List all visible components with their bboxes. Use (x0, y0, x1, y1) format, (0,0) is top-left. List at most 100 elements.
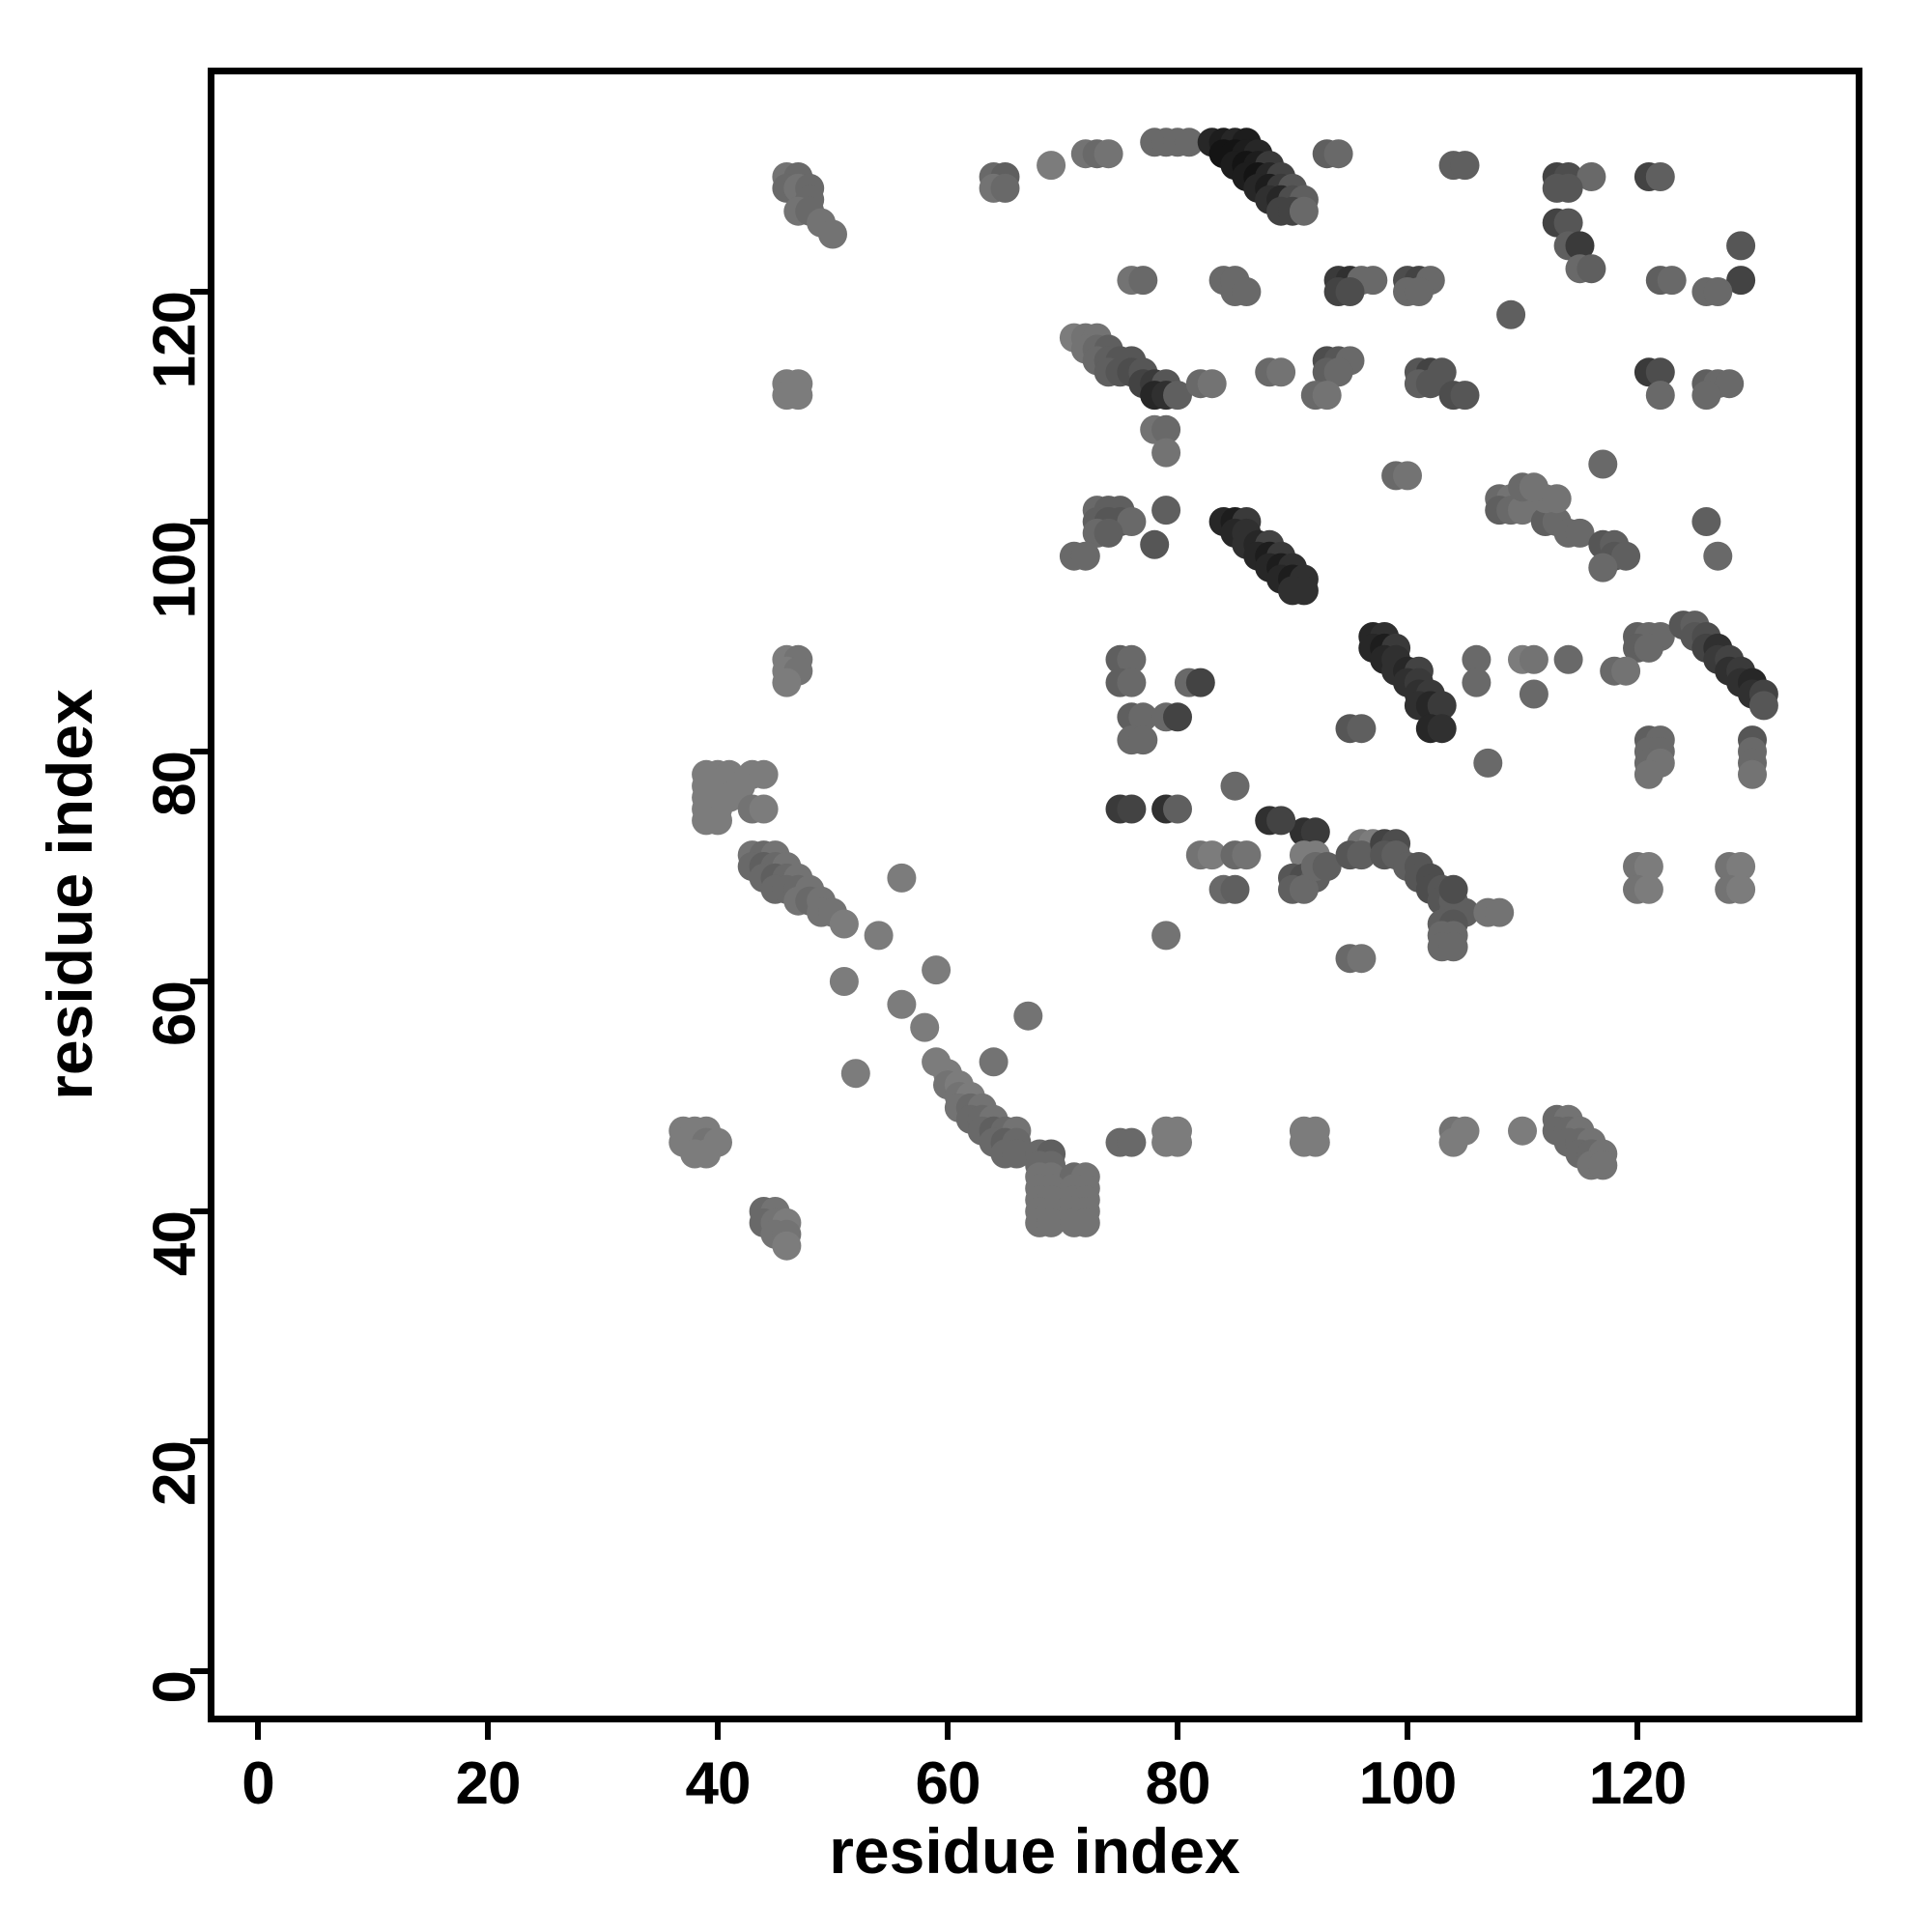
scatter-point (1289, 576, 1319, 606)
scatter-point (1347, 840, 1377, 870)
scatter-point (1151, 438, 1181, 468)
scatter-point (1185, 668, 1215, 697)
y-tick-label: 120 (141, 292, 209, 389)
scatter-point (1748, 691, 1778, 721)
scatter-point (1588, 553, 1618, 582)
scatter-point (1347, 944, 1377, 974)
scatter-point (1634, 852, 1663, 881)
scatter-point (864, 921, 894, 951)
scatter-point (1427, 691, 1457, 721)
scatter-point (1174, 128, 1204, 157)
scatter-point (1300, 1127, 1330, 1157)
scatter-point (783, 381, 813, 411)
scatter-point (910, 1012, 940, 1042)
x-tick-mark (1634, 1722, 1640, 1740)
scatter-point (1473, 748, 1503, 778)
scatter-point (1335, 277, 1365, 306)
scatter-point (1197, 369, 1227, 399)
scatter-points-layer (668, 128, 1778, 1261)
scatter-point (1163, 1127, 1192, 1157)
scatter-point (772, 1231, 802, 1261)
scatter-point (1691, 507, 1721, 536)
scatter-point (1485, 897, 1515, 927)
scatter-point (1427, 714, 1457, 744)
scatter-point (1347, 714, 1377, 744)
scatter-point (1232, 277, 1262, 306)
scatter-point (1037, 1208, 1066, 1237)
scatter-point (1163, 794, 1192, 824)
scatter-point (818, 219, 847, 249)
x-tick-mark (1405, 1722, 1410, 1740)
scatter-point (1117, 794, 1147, 824)
scatter-point (1094, 518, 1123, 548)
scatter-point (1542, 484, 1572, 514)
y-tick-label: 60 (141, 981, 209, 1046)
scatter-point (1393, 461, 1422, 491)
scatter-point (1438, 874, 1468, 904)
x-axis-title: residue index (829, 1815, 1240, 1887)
x-tick-label: 40 (685, 1750, 752, 1817)
scatter-point (1070, 1208, 1100, 1237)
scatter-point (1163, 702, 1192, 732)
scatter-point (1220, 874, 1250, 904)
scatter-point (979, 1047, 1009, 1077)
scatter-point (1519, 644, 1548, 674)
scatter-point (1117, 644, 1147, 674)
y-tick-mark (190, 1438, 208, 1444)
scatter-point (1266, 357, 1296, 387)
x-tick-mark (1175, 1722, 1180, 1740)
scatter-point (1070, 541, 1100, 571)
scatter-point (1691, 381, 1721, 411)
scatter-point (1289, 196, 1319, 226)
scatter-point (1565, 518, 1595, 548)
scatter-point (1323, 357, 1353, 387)
scatter-point (829, 967, 859, 996)
scatter-point (1645, 381, 1675, 411)
scatter-point (1553, 644, 1583, 674)
scatter-point (1634, 633, 1663, 663)
scatter-point (1553, 208, 1583, 238)
scatter-point (1577, 162, 1606, 191)
scatter-point (749, 759, 779, 789)
scatter-point (772, 668, 802, 697)
scatter-point (1312, 381, 1342, 411)
scatter-point (1508, 496, 1537, 526)
scatter-point (1588, 449, 1618, 479)
scatter-point (1128, 702, 1158, 732)
scatter-point (1553, 173, 1583, 203)
scatter-point (1715, 369, 1745, 399)
y-tick-mark (190, 1668, 208, 1674)
scatter-point (1645, 357, 1675, 387)
scatter-point (1450, 151, 1480, 181)
scatter-point (1128, 266, 1158, 296)
scatter-point (1266, 806, 1296, 836)
scatter-point (1577, 254, 1606, 284)
scatter-point (1358, 266, 1388, 296)
scatter-point (1404, 277, 1434, 306)
scatter-point (1496, 299, 1526, 329)
scatter-point (1002, 1139, 1032, 1169)
scatter-point (1738, 759, 1767, 789)
y-tick-mark (190, 749, 208, 754)
scatter-point (692, 1139, 722, 1169)
x-tick-mark (715, 1722, 721, 1740)
scatter-point (990, 173, 1020, 203)
scatter-point (922, 955, 952, 985)
scatter-point (1117, 1127, 1147, 1157)
scatter-point (829, 909, 859, 939)
scatter-point (1703, 541, 1733, 571)
scatter-point (1726, 852, 1756, 881)
y-tick-mark (190, 519, 208, 525)
scatter-point (1645, 162, 1675, 191)
scatter-point (1726, 266, 1756, 296)
scatter-point (1588, 1151, 1618, 1180)
scatter-point (1289, 874, 1319, 904)
scatter-point (1462, 668, 1492, 697)
scatter-point (1726, 231, 1756, 261)
y-tick-mark (190, 1208, 208, 1214)
scatter-point (1634, 874, 1663, 904)
scatter-point (1657, 266, 1687, 296)
y-tick-mark (190, 979, 208, 984)
scatter-point (1232, 840, 1262, 870)
